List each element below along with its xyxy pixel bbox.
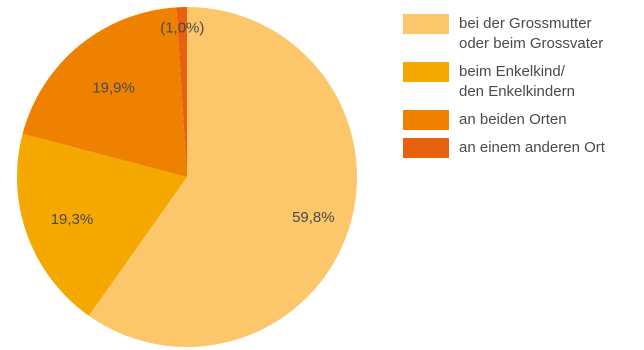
legend-swatch xyxy=(403,138,449,158)
legend-label: bei der Grossmutter oder beim Grossvater xyxy=(459,15,604,52)
pie-slice xyxy=(88,7,357,347)
legend-label: an einem anderen Ort xyxy=(459,139,605,156)
pie-slice xyxy=(176,7,187,177)
legend-item-grossmutter: bei der Grossmutter oder beim Grossvater xyxy=(403,14,639,54)
legend-swatch xyxy=(403,14,449,34)
legend-label: beim Enkelkind/ den Enkelkindern xyxy=(459,63,575,100)
slice-data-label: (1,0%) xyxy=(160,19,204,36)
slice-data-label: 59,8% xyxy=(292,209,335,226)
legend-item-anderer-ort: an einem anderen Ort xyxy=(403,138,639,158)
pie-slice xyxy=(22,7,188,178)
slice-data-label: 19,9% xyxy=(92,80,135,97)
legend: bei der Grossmutter oder beim Grossvater… xyxy=(403,14,639,166)
legend-item-enkelkind: beim Enkelkind/ den Enkelkindern xyxy=(403,62,639,102)
legend-swatch xyxy=(403,110,449,130)
legend-item-beide-orte: an beiden Orten xyxy=(403,110,639,130)
slice-data-label: 19,3% xyxy=(51,211,94,228)
pie-slice xyxy=(16,133,187,316)
legend-swatch xyxy=(403,62,449,82)
legend-label: an beiden Orten xyxy=(459,111,567,128)
